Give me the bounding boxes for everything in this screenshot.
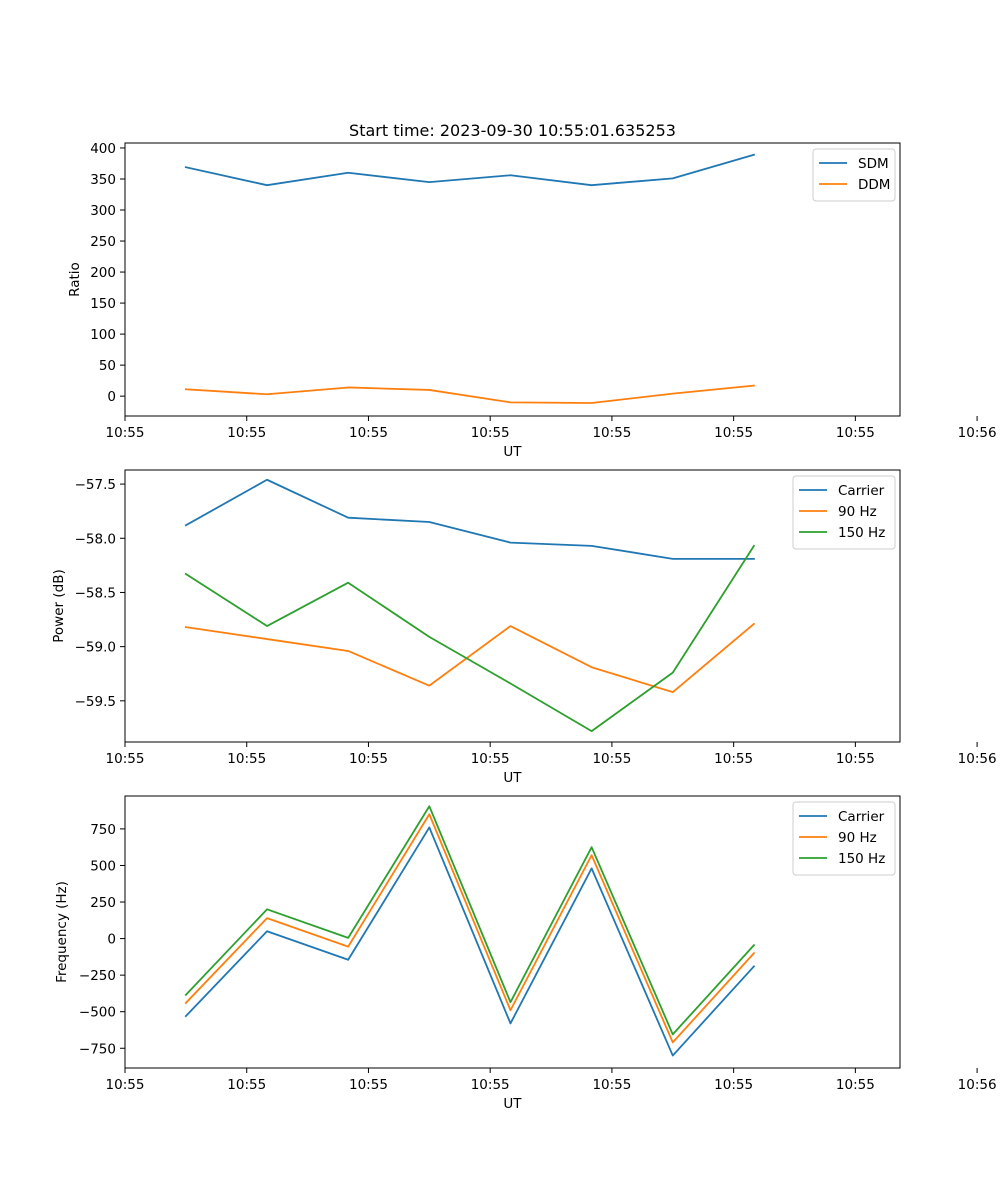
x-tick-label: 10:55 xyxy=(592,751,631,767)
axes-frame xyxy=(124,142,901,417)
series-line-ddm xyxy=(184,384,755,404)
y-tick-label: −750 xyxy=(79,1041,116,1057)
y-tick-label: 50 xyxy=(99,358,116,374)
figure-title: Start time: 2023-09-30 10:55:01.635253 xyxy=(349,121,676,140)
x-tick-label: 10:55 xyxy=(106,1077,145,1093)
x-tick-label: 10:55 xyxy=(349,1077,388,1093)
y-tick-label: −58.5 xyxy=(75,585,116,601)
x-tick-label: 10:55 xyxy=(714,1077,753,1093)
y-tick-label: 250 xyxy=(90,895,116,911)
subplot-3: 10:55 10:55 10:55 10:55 10:55 10:55 10:55 10:56… xyxy=(54,795,997,1112)
series-line-150-hz xyxy=(184,805,756,1036)
x-tick-label: 10:55 xyxy=(471,751,510,767)
y-tick-label: 150 xyxy=(90,296,116,312)
y-tick-label: −58.0 xyxy=(75,531,116,547)
y-tick-label: −57.5 xyxy=(75,477,116,493)
subplot-1: 10:55 10:55 10:55 10:55 10:55 10:55 10:55 10:56… xyxy=(67,141,997,460)
legend-label: SDM xyxy=(858,156,889,172)
axes-frame xyxy=(124,795,901,1069)
y-tick-label: −59.5 xyxy=(75,694,116,710)
y-tick-label: 500 xyxy=(90,858,116,874)
series-line-carrier xyxy=(184,826,756,1057)
x-tick-label: 10:55 xyxy=(227,1077,266,1093)
legend-box xyxy=(812,148,896,202)
series-line-90-hz xyxy=(184,622,756,694)
subplot-2: 10:55 10:55 10:55 10:55 10:55 10:55 10:55 10:56… xyxy=(51,469,997,786)
x-tick-label: 10:55 xyxy=(227,751,266,767)
legend-label: 150 Hz xyxy=(838,525,885,541)
legend-label: Carrier xyxy=(838,483,885,499)
x-axis-label: UT xyxy=(503,1096,522,1112)
x-tick-label: 10:55 xyxy=(227,425,266,441)
legend-label: 150 Hz xyxy=(838,851,885,867)
y-tick-label: 400 xyxy=(90,141,116,157)
x-tick-label: 10:55 xyxy=(836,1077,875,1093)
y-tick-label: 250 xyxy=(90,234,116,250)
x-tick-label: 10:55 xyxy=(592,1077,631,1093)
x-tick-label: 10:55 xyxy=(592,425,631,441)
x-tick-label: 10:55 xyxy=(471,425,510,441)
y-tick-label: −500 xyxy=(79,1005,116,1021)
y-tick-label: 200 xyxy=(90,265,116,281)
y-axis-label: Frequency (Hz) xyxy=(54,881,70,983)
legend-label: 90 Hz xyxy=(838,504,877,520)
series-line-150-hz xyxy=(184,544,756,733)
y-tick-label: 0 xyxy=(107,932,116,948)
legend-label: Carrier xyxy=(838,809,885,825)
x-tick-label: 10:55 xyxy=(836,751,875,767)
x-axis-label: UT xyxy=(503,444,522,460)
x-tick-label: 10:56 xyxy=(958,425,997,441)
x-tick-label: 10:55 xyxy=(714,751,753,767)
x-tick-label: 10:55 xyxy=(471,1077,510,1093)
x-tick-label: 10:55 xyxy=(836,425,875,441)
legend-label: DDM xyxy=(858,177,890,193)
y-axis-label: Ratio xyxy=(67,262,83,297)
y-tick-label: 750 xyxy=(90,822,116,838)
series-line-carrier xyxy=(184,478,755,560)
y-tick-label: 0 xyxy=(107,389,116,405)
axes-frame xyxy=(124,469,901,743)
legend: Carrier 90 Hz 150 Hz xyxy=(792,801,896,876)
y-tick-label: −250 xyxy=(79,968,116,984)
x-tick-label: 10:56 xyxy=(958,1077,997,1093)
series-line-sdm xyxy=(184,153,756,187)
x-tick-label: 10:55 xyxy=(106,425,145,441)
y-tick-label: 350 xyxy=(90,172,116,188)
x-tick-label: 10:55 xyxy=(714,425,753,441)
legend-box xyxy=(792,801,896,876)
series-line-90-hz xyxy=(184,813,756,1044)
y-tick-label: 100 xyxy=(90,327,116,343)
x-tick-label: 10:55 xyxy=(106,751,145,767)
legend: Carrier 90 Hz 150 Hz xyxy=(792,475,896,550)
y-tick-label: −59.0 xyxy=(75,640,116,656)
x-tick-label: 10:55 xyxy=(349,425,388,441)
y-tick-label: 300 xyxy=(90,203,116,219)
legend: SDM DDM xyxy=(812,148,896,202)
x-tick-label: 10:56 xyxy=(958,751,997,767)
legend-box xyxy=(792,475,896,550)
x-axis-label: UT xyxy=(503,770,522,786)
y-axis-label: Power (dB) xyxy=(51,569,67,642)
legend-label: 90 Hz xyxy=(838,830,877,846)
x-tick-label: 10:55 xyxy=(349,751,388,767)
